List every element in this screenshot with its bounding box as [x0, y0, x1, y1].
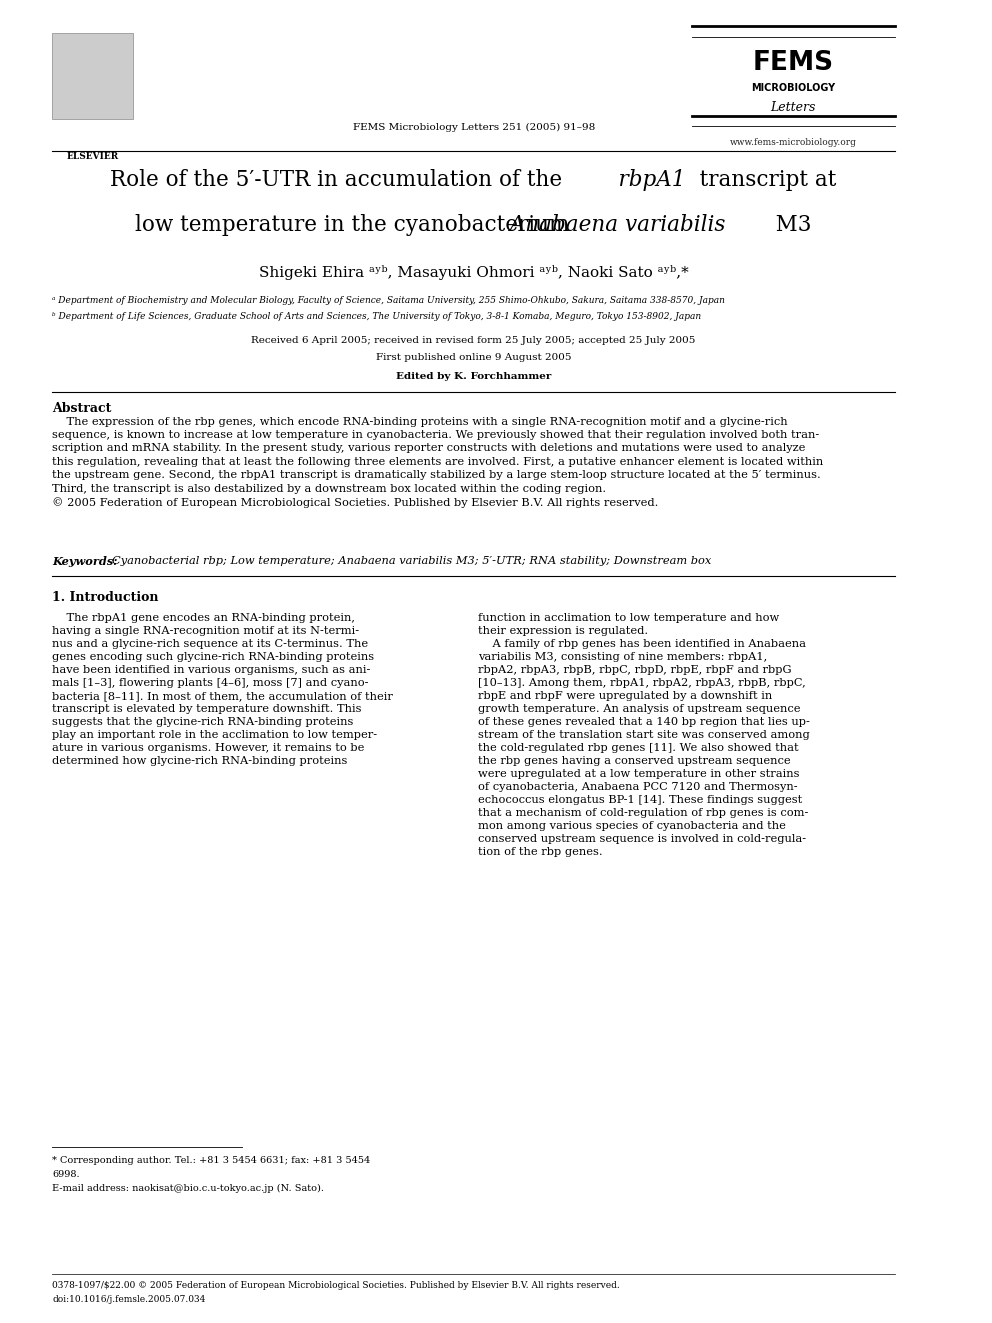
Text: First published online 9 August 2005: First published online 9 August 2005 [376, 353, 571, 363]
FancyBboxPatch shape [53, 33, 133, 119]
Text: MICROBIOLOGY: MICROBIOLOGY [751, 83, 835, 94]
Text: FEMS Microbiology Letters 251 (2005) 91–98: FEMS Microbiology Letters 251 (2005) 91–… [352, 123, 595, 132]
Text: The expression of the rbp genes, which encode RNA-binding proteins with a single: The expression of the rbp genes, which e… [53, 417, 823, 508]
Text: rbpA1: rbpA1 [262, 169, 685, 192]
Text: FEMS: FEMS [753, 50, 834, 77]
Text: Shigeki Ehira ᵃʸᵇ, Masayuki Ohmori ᵃʸᵇ, Naoki Sato ᵃʸᵇ,*: Shigeki Ehira ᵃʸᵇ, Masayuki Ohmori ᵃʸᵇ, … [259, 265, 688, 279]
Text: * Corresponding author. Tel.: +81 3 5454 6631; fax: +81 3 5454: * Corresponding author. Tel.: +81 3 5454… [53, 1156, 370, 1166]
Text: Letters: Letters [771, 101, 816, 114]
Text: 6998.: 6998. [53, 1170, 79, 1179]
Text: Role of the 5′-UTR in accumulation of the                    transcript at: Role of the 5′-UTR in accumulation of th… [110, 169, 837, 192]
Text: 0378-1097/$22.00 © 2005 Federation of European Microbiological Societies. Publis: 0378-1097/$22.00 © 2005 Federation of Eu… [53, 1281, 620, 1290]
Text: function in acclimation to low temperature and how
their expression is regulated: function in acclimation to low temperatu… [478, 613, 810, 857]
Text: 1. Introduction: 1. Introduction [53, 591, 159, 605]
Text: Keywords:: Keywords: [53, 556, 118, 566]
Text: Received 6 April 2005; received in revised form 25 July 2005; accepted 25 July 2: Received 6 April 2005; received in revis… [251, 336, 695, 345]
Text: www.fems-microbiology.org: www.fems-microbiology.org [730, 138, 857, 147]
Text: ᵃ Department of Biochemistry and Molecular Biology, Faculty of Science, Saitama : ᵃ Department of Biochemistry and Molecul… [53, 296, 725, 306]
Text: ᵇ Department of Life Sciences, Graduate School of Arts and Sciences, The Univers: ᵇ Department of Life Sciences, Graduate … [53, 312, 701, 321]
Text: low temperature in the cyanobacterium                              M3: low temperature in the cyanobacterium M3 [135, 214, 811, 237]
Text: ELSEVIER: ELSEVIER [66, 152, 118, 160]
Text: Edited by K. Forchhammer: Edited by K. Forchhammer [396, 372, 552, 381]
Text: Cyanobacterial rbp; Low temperature; Anabaena variabilis M3; 5′-UTR; RNA stabili: Cyanobacterial rbp; Low temperature; Ana… [112, 556, 711, 566]
Text: E-mail address: naokisat@bio.c.u-tokyo.ac.jp (N. Sato).: E-mail address: naokisat@bio.c.u-tokyo.a… [53, 1184, 324, 1193]
Text: The rbpA1 gene encodes an RNA-binding protein,
having a single RNA-recognition m: The rbpA1 gene encodes an RNA-binding pr… [53, 613, 393, 766]
Text: Anabaena variabilis: Anabaena variabilis [221, 214, 726, 237]
Text: Abstract: Abstract [53, 402, 111, 415]
Text: doi:10.1016/j.femsle.2005.07.034: doi:10.1016/j.femsle.2005.07.034 [53, 1295, 205, 1304]
